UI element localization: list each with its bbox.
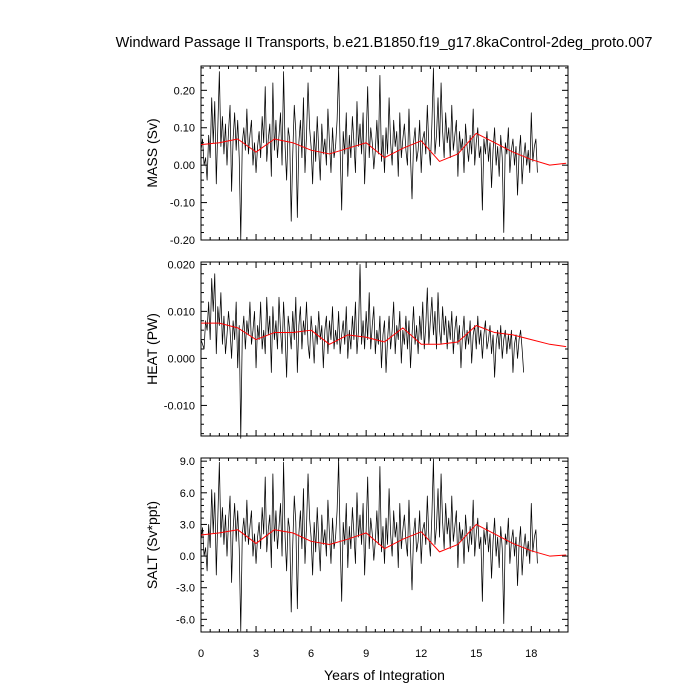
y-tick-label: 0.000 (167, 353, 195, 365)
series-line-raw (200, 458, 538, 632)
y-tick-label: 0.010 (167, 306, 195, 318)
x-tick-label: 15 (470, 648, 482, 660)
y-axis-label: MASS (Sv) (144, 118, 160, 187)
y-tick-label: 9.0 (180, 456, 195, 468)
series-line-smooth (200, 523, 567, 557)
chart-title: Windward Passage II Transports, b.e21.B1… (116, 35, 653, 51)
y-axis-label: HEAT (PW) (144, 313, 160, 385)
x-axis-label: Years of Integration (324, 667, 445, 683)
plot-frame (200, 457, 569, 633)
y-tick-label: -3.0 (176, 583, 195, 595)
x-tick-label: 18 (525, 648, 537, 660)
y-tick-label: 0.020 (167, 259, 195, 271)
y-tick-label: -0.20 (170, 235, 195, 247)
x-tick-label: 0 (198, 648, 204, 660)
x-tick-label: 3 (253, 648, 259, 660)
y-tick-label: -0.010 (164, 400, 195, 412)
panel-0: -0.20 -0.10 0.00 0.10 0.20 MASS (Sv) (144, 65, 569, 247)
panel-1: -0.010 0.000 0.010 0.020 HEAT (PW) (144, 259, 569, 439)
panel-2: -6.0 -3.0 0.0 3.0 6.0 9.0 SALT (Sv*ppt) (144, 456, 569, 633)
x-tick-label: 6 (308, 648, 314, 660)
plot-frame (200, 261, 569, 437)
y-tick-label: 0.0 (180, 551, 195, 563)
series-line-raw (200, 67, 538, 241)
y-axis-label: SALT (Sv*ppt) (144, 501, 160, 589)
y-tick-label: 0.00 (174, 160, 195, 172)
y-tick-label: 6.0 (180, 488, 195, 500)
y-tick-label: 3.0 (180, 519, 195, 531)
plot-frame (200, 65, 569, 241)
x-tick-label: 9 (363, 648, 369, 660)
y-tick-label: 0.20 (174, 85, 195, 97)
y-tick-label: 0.10 (174, 123, 195, 135)
series-line-smooth (200, 132, 567, 166)
series-line-raw (200, 263, 525, 439)
x-tick-label: 12 (415, 648, 427, 660)
y-tick-label: -6.0 (176, 614, 195, 626)
series-line-smooth (201, 322, 567, 348)
y-tick-label: -0.10 (170, 198, 195, 210)
